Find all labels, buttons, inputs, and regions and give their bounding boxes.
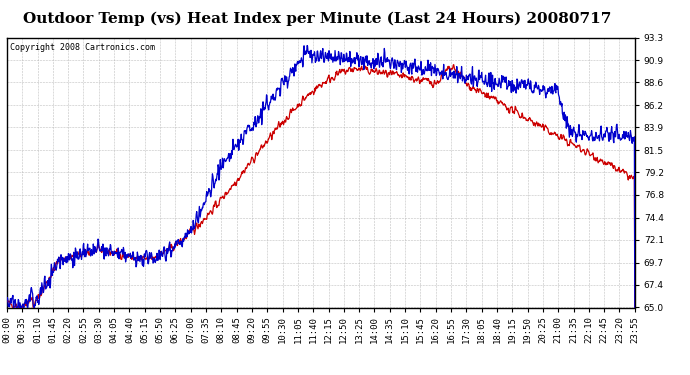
Text: Copyright 2008 Cartronics.com: Copyright 2008 Cartronics.com	[10, 43, 155, 52]
Text: Outdoor Temp (vs) Heat Index per Minute (Last 24 Hours) 20080717: Outdoor Temp (vs) Heat Index per Minute …	[23, 11, 611, 26]
